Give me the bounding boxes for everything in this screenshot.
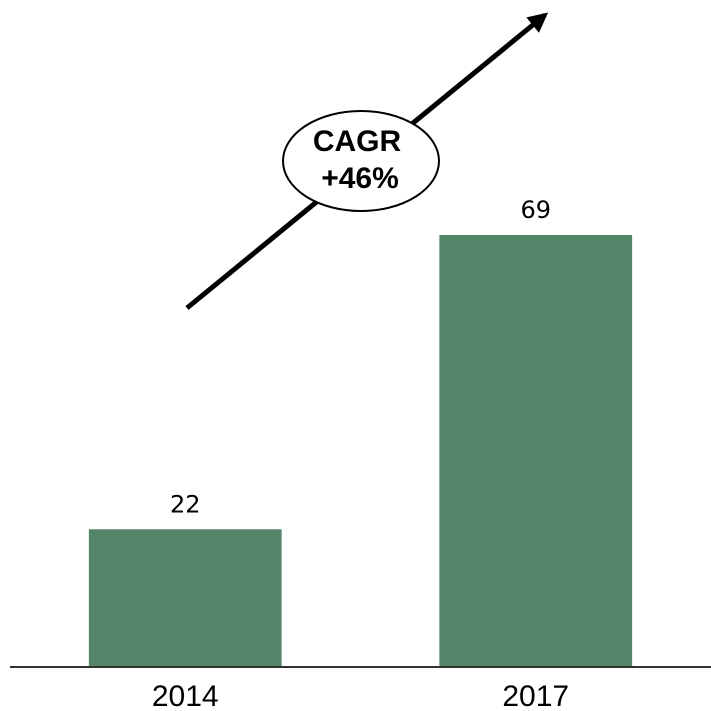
data-label: 69 bbox=[520, 196, 551, 224]
x-tick-label: 2014 bbox=[152, 680, 219, 711]
annotation-line: +46% bbox=[321, 162, 399, 195]
annotation-line: CAGR bbox=[313, 125, 402, 158]
bar bbox=[88, 529, 282, 667]
bar bbox=[439, 235, 633, 667]
annotation-bubble bbox=[282, 110, 440, 212]
x-tick-label: 2017 bbox=[502, 680, 569, 711]
data-label: 22 bbox=[170, 490, 201, 518]
